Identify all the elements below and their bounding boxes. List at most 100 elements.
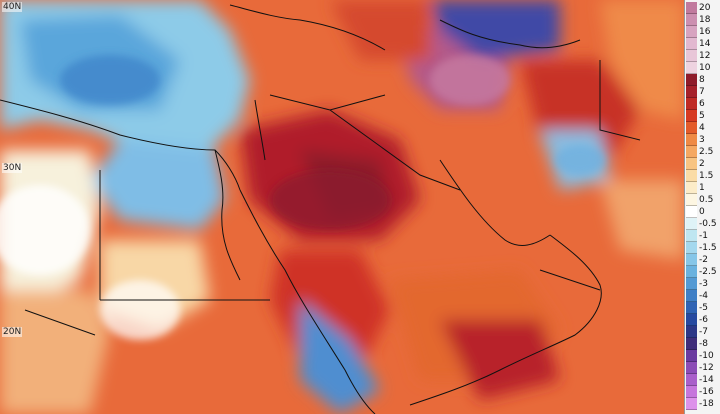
colorbar-swatch: [686, 158, 697, 170]
colorbar-swatch: [686, 206, 697, 218]
colorbar-label: 18: [699, 15, 711, 25]
colorbar-swatch: [686, 146, 697, 158]
colorbar-swatch: [686, 362, 697, 374]
colorbar-row: -2.5: [685, 266, 720, 278]
colorbar-row: 16: [685, 26, 720, 38]
anomaly-colorbar: 20 18 16 14 12 10 8 7 6 5 4 3 2.5 2 1.5 1 0.5 0 -0.5 -1 -1.5…: [684, 0, 720, 414]
colorbar-swatch: [686, 386, 697, 398]
colorbar-row: -18: [685, 398, 720, 410]
colorbar-label: 1.5: [699, 171, 714, 181]
colorbar-row: 4: [685, 122, 720, 134]
colorbar-swatch: [686, 26, 697, 38]
colorbar-row: -4: [685, 290, 720, 302]
colorbar-row: -16: [685, 386, 720, 398]
colorbar-label: 2.5: [699, 147, 714, 157]
temperature-anomaly-map: 40N 30N 20N: [0, 0, 684, 414]
colorbar-row: 2: [685, 158, 720, 170]
colorbar-row: -7: [685, 326, 720, 338]
colorbar-label: -1: [699, 231, 708, 241]
colorbar-row: 0: [685, 206, 720, 218]
colorbar-label: -3: [699, 279, 708, 289]
colorbar-swatch: [686, 290, 697, 302]
colorbar-row: -6: [685, 314, 720, 326]
colorbar-label: 8: [699, 75, 705, 85]
colorbar-row: 0.5: [685, 194, 720, 206]
colorbar-row: 7: [685, 86, 720, 98]
colorbar-label: 20: [699, 3, 711, 13]
colorbar-row: -0.5: [685, 218, 720, 230]
colorbar-row: -10: [685, 350, 720, 362]
colorbar-swatch: [686, 326, 697, 338]
colorbar-swatch: [686, 62, 697, 74]
colorbar-label: -5: [699, 303, 708, 313]
colorbar-label: 0: [699, 207, 705, 217]
colorbar-label: 10: [699, 63, 711, 73]
colorbar-row: -2: [685, 254, 720, 266]
colorbar-row: 6: [685, 98, 720, 110]
colorbar-row: -5: [685, 302, 720, 314]
colorbar-label: -2: [699, 255, 708, 265]
colorbar-label: 5: [699, 111, 705, 121]
colorbar-row: -14: [685, 374, 720, 386]
colorbar-swatch: [686, 230, 697, 242]
colorbar-swatch: [686, 98, 697, 110]
colorbar-swatch: [686, 122, 697, 134]
colorbar-label: -1.5: [699, 243, 717, 253]
colorbar-row: -1: [685, 230, 720, 242]
colorbar-label: -4: [699, 291, 708, 301]
map-canvas: [0, 0, 684, 414]
colorbar-swatch: [686, 74, 697, 86]
colorbar-swatch: [686, 278, 697, 290]
colorbar-row: 5: [685, 110, 720, 122]
colorbar-swatch: [686, 374, 697, 386]
colorbar-row: 1.5: [685, 170, 720, 182]
colorbar-label: 14: [699, 39, 711, 49]
colorbar-label: -2.5: [699, 267, 717, 277]
latitude-label-30n: 30N: [2, 163, 23, 173]
latitude-label-40n: 40N: [2, 2, 23, 12]
anomaly-detail: [0, 55, 605, 340]
colorbar-label: -0.5: [699, 219, 717, 229]
colorbar-row: 12: [685, 50, 720, 62]
colorbar-swatch: [686, 254, 697, 266]
coastlines-and-borders: [0, 4, 641, 414]
colorbar-label: 0.5: [699, 195, 714, 205]
colorbar-label: 12: [699, 51, 711, 61]
colorbar-row: -12: [685, 362, 720, 374]
colorbar-swatch: [686, 50, 697, 62]
colorbar-label: -12: [699, 363, 714, 373]
colorbar-row: 1: [685, 182, 720, 194]
colorbar-row: 18: [685, 14, 720, 26]
colorbar-swatch: [686, 218, 697, 230]
colorbar-row: 3: [685, 134, 720, 146]
colorbar-label: -8: [699, 339, 708, 349]
colorbar-row: 2.5: [685, 146, 720, 158]
colorbar-row: -8: [685, 338, 720, 350]
colorbar-swatch: [686, 38, 697, 50]
colorbar-swatch: [686, 314, 697, 326]
colorbar-swatch: [686, 110, 697, 122]
colorbar-swatch: [686, 2, 697, 14]
colorbar-label: -18: [699, 399, 714, 409]
colorbar-row: 8: [685, 74, 720, 86]
colorbar-swatch: [686, 14, 697, 26]
colorbar-row: 20: [685, 2, 720, 14]
colorbar-row: -3: [685, 278, 720, 290]
colorbar-swatch: [686, 182, 697, 194]
colorbar-swatch: [686, 170, 697, 182]
colorbar-swatch: [686, 398, 697, 410]
colorbar-label: 4: [699, 123, 705, 133]
colorbar-row: 14: [685, 38, 720, 50]
colorbar-swatch: [686, 338, 697, 350]
colorbar-swatch: [686, 242, 697, 254]
colorbar-label: 6: [699, 99, 705, 109]
colorbar-label: 2: [699, 159, 705, 169]
latitude-label-20n: 20N: [2, 327, 23, 337]
colorbar-label: 7: [699, 87, 705, 97]
colorbar-row: -1.5: [685, 242, 720, 254]
colorbar-label: -7: [699, 327, 708, 337]
colorbar-swatch: [686, 350, 697, 362]
colorbar-swatch: [686, 86, 697, 98]
colorbar-swatch: [686, 266, 697, 278]
